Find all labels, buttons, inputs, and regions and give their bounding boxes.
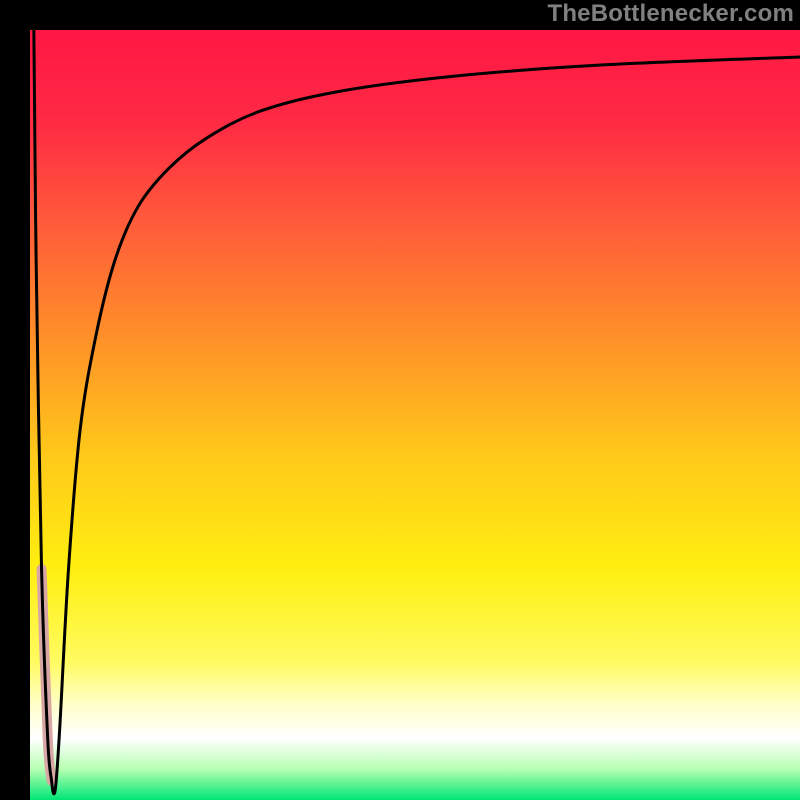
chart-container: TheBottlenecker.com	[0, 0, 800, 800]
watermark-text: TheBottlenecker.com	[547, 0, 794, 28]
plot-area	[30, 30, 800, 800]
